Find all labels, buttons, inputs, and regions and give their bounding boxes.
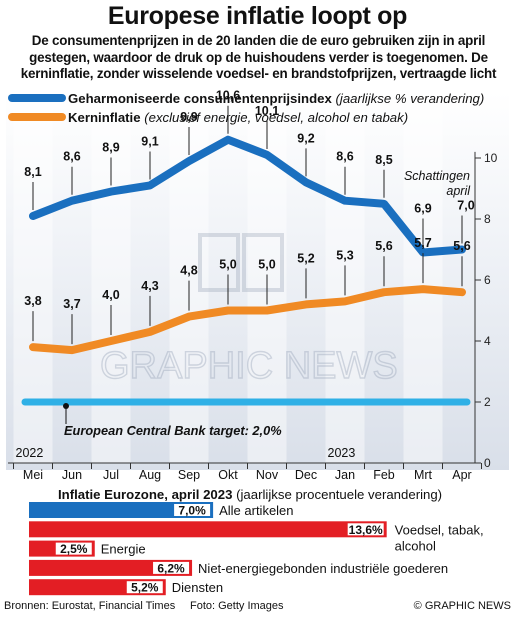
y-tick-label: 10 — [484, 151, 498, 165]
x-tick-label: Jun — [62, 468, 82, 482]
month-band — [13, 92, 53, 463]
bar — [29, 502, 214, 518]
legend-entry-note: (jaarlijkse % verandering) — [336, 91, 485, 106]
footer-photo: Foto: Getty Images — [190, 600, 284, 612]
bar-value-label: 6,2% — [157, 561, 185, 575]
x-tick-label: Dec — [295, 468, 317, 482]
footer-copyright: © GRAPHIC NEWS — [413, 600, 511, 612]
legend-entry: Geharmoniseerde consumentenprijsindex (j… — [68, 91, 484, 106]
core-value-label: 5,0 — [258, 258, 275, 272]
hicp-value-label: 8,6 — [336, 150, 353, 164]
year-label: 2023 — [328, 446, 356, 460]
core-value-label: 5,0 — [219, 258, 236, 272]
estimate-note: Schattingen — [404, 169, 470, 183]
bar-chart-title: Inflatie Eurozone, april 2023 (jaarlijks… — [58, 487, 442, 502]
graphic-news-watermark: GRAPHIC NEWS — [99, 233, 398, 388]
core-value-label: 5,6 — [375, 239, 392, 253]
core-value-label: 5,3 — [336, 248, 353, 262]
core-value-label: 4,8 — [180, 264, 197, 278]
y-tick-label: 2 — [484, 395, 491, 409]
x-tick-label: Mrt — [414, 468, 433, 482]
hicp-value-label: 8,9 — [102, 141, 119, 155]
legend-entry: Kerninflatie (exclusief energie, voedsel… — [68, 110, 408, 125]
bar-chart-title-main: Inflatie Eurozone, april 2023 — [58, 487, 233, 502]
bar-value-label: 13,6% — [349, 523, 383, 537]
bar — [29, 559, 193, 576]
x-tick-label: Okt — [218, 468, 238, 482]
bar-value-box — [347, 523, 384, 536]
hicp-value-label: 9,9 — [180, 110, 197, 124]
legend-entry-note: (exclusief energie, voedsel, alcohol en … — [144, 110, 408, 125]
bar-value-box — [174, 504, 211, 516]
bar-value-label: 5,2% — [131, 581, 159, 595]
series-lines: 8,1 8,6 8,9 9,1 9,9 10,6 10,1 9,2 8,6 8,5 6,9 7,0 3,… — [24, 89, 475, 355]
x-tick-label: Jan — [335, 468, 355, 482]
bar-category-label: alcohol — [395, 538, 436, 553]
hicp-value-label: 8,5 — [375, 153, 392, 167]
core-value-label: 5,7 — [414, 236, 431, 250]
bar-value-label: 7,0% — [178, 504, 206, 518]
core-value-label: 4,3 — [141, 279, 158, 293]
hicp-value-label: 9,1 — [141, 134, 158, 148]
x-tick-label: Sep — [178, 468, 200, 482]
legend-entry-name: Kerninflatie — [68, 110, 144, 125]
svg-text:GRAPHIC NEWS: GRAPHIC NEWS — [100, 345, 398, 387]
core-value-label: 4,0 — [102, 288, 119, 302]
hicp-value-label: 10,1 — [255, 104, 279, 118]
bar-category-label: Alle artikelen — [219, 503, 293, 518]
bar-category-label: Niet-energiegebonden industriële goedere… — [198, 561, 448, 576]
bar-category-label: Diensten — [172, 580, 223, 595]
x-tick-label: Apr — [452, 468, 471, 482]
bar-value-box — [126, 581, 163, 594]
core-value-label: 3,8 — [24, 294, 41, 308]
estimate-note: april — [446, 184, 471, 198]
hicp-value-label: 9,2 — [297, 131, 314, 145]
target-label: European Central Bank target: 2,0% — [64, 423, 282, 438]
bar-value-box — [153, 561, 190, 574]
hicp-value-label: 7,0 — [457, 199, 474, 213]
legend: Geharmoniseerde consumentenprijsindex (j… — [8, 91, 484, 125]
y-tick-label: 8 — [484, 212, 491, 226]
footer-sources: Bronnen: Eurostat, Financial Times — [4, 600, 176, 612]
year-label: 2022 — [16, 446, 44, 460]
bar-chart: 7,0% Alle artikelen 13,6% Voedsel, tabak,al… — [29, 502, 484, 596]
hicp-value-label: 10,6 — [216, 89, 240, 103]
series-line — [29, 135, 466, 257]
x-tick-label: Jul — [103, 468, 119, 482]
chart-title: Europese inflatie loopt op — [107, 2, 408, 30]
hicp-value-label: 6,9 — [414, 202, 431, 216]
hicp-value-label: 8,6 — [63, 150, 80, 164]
x-tick-label: Mei — [23, 468, 43, 482]
bar-category-label: Energie — [101, 542, 146, 557]
y-tick-label: 6 — [484, 273, 491, 287]
y-tick-label: 0 — [484, 456, 491, 470]
y-axis: 0 2 4 6 8 10 — [474, 151, 498, 470]
bar-chart-title-note: (jaarlijkse procentuele verandering) — [236, 487, 443, 502]
core-value-label: 5,6 — [453, 239, 470, 253]
bar — [29, 521, 387, 538]
series-line — [29, 285, 466, 355]
hicp-value-label: 8,1 — [24, 165, 41, 179]
x-axis: Mei Jun Jul Aug Sep Okt Nov Dec Jan Feb Mrt Apr 2022… — [8, 446, 482, 482]
x-tick-label: Nov — [256, 468, 279, 482]
y-tick-label: 4 — [484, 334, 491, 348]
x-tick-label: Feb — [373, 468, 395, 482]
x-tick-label: Aug — [139, 468, 161, 482]
bar-category-label: Voedsel, tabak, — [395, 522, 484, 537]
ecb-target: European Central Bank target: 2,0% — [21, 398, 471, 438]
core-value-label: 5,2 — [297, 251, 314, 265]
chart-subtitle: De consumentenprijzen in de 20 landen di… — [20, 33, 497, 81]
core-value-label: 3,7 — [63, 297, 80, 311]
bar-value-box — [55, 542, 92, 555]
bar-value-label: 2,5% — [60, 542, 88, 556]
legend-entry-name: Geharmoniseerde consumentenprijsindex — [68, 91, 336, 106]
